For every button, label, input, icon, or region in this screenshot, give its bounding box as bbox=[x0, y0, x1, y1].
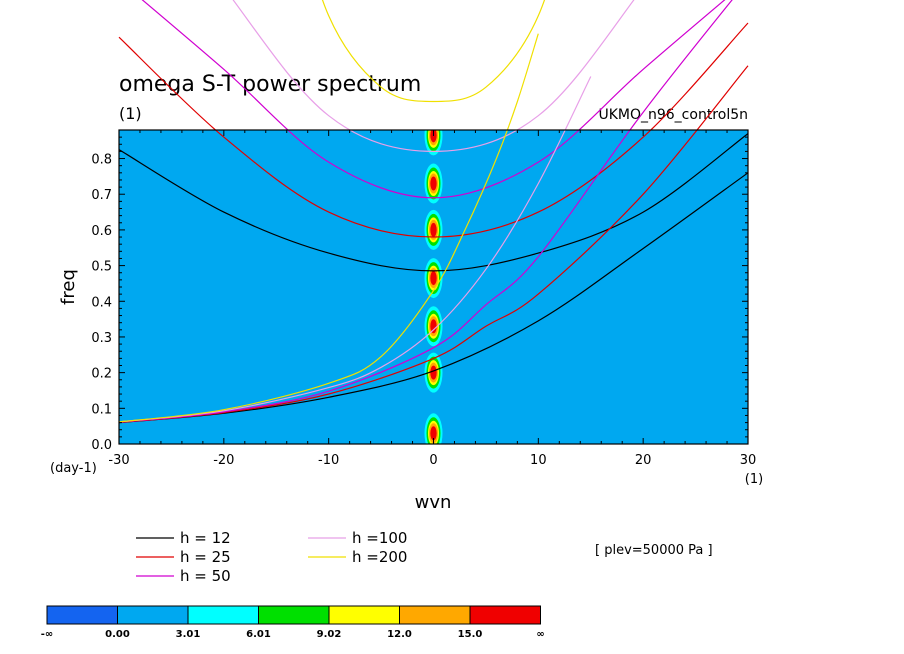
y-tick-label-5: 0.5 bbox=[91, 260, 112, 275]
colorbar-swatch-6 bbox=[469, 605, 541, 625]
legend-item-4: h =200 bbox=[308, 548, 407, 566]
legend-label-1: h = 25 bbox=[180, 548, 231, 566]
spectral-peak-4 bbox=[424, 209, 443, 250]
colorbar-label-1: 0.00 bbox=[105, 629, 130, 640]
y-tick-label-6: 0.6 bbox=[91, 224, 112, 239]
y-tick-label-7: 0.7 bbox=[91, 188, 112, 203]
series-0-kelvin-line bbox=[118, 172, 749, 424]
colorbar-label-6: 15.0 bbox=[458, 629, 483, 640]
y-axis-label: freq bbox=[58, 269, 79, 305]
colorbar-label-2: 3.01 bbox=[176, 629, 201, 640]
legend-item-1: h = 25 bbox=[136, 548, 231, 566]
spectral-peak-5 bbox=[424, 163, 443, 204]
legend-label-4: h =200 bbox=[352, 548, 407, 566]
colorbar-swatch-1 bbox=[117, 605, 189, 625]
colorbar-label-5: 12.0 bbox=[387, 629, 412, 640]
colorbar-swatch-3 bbox=[258, 605, 330, 625]
colorbar-swatch-2 bbox=[187, 605, 259, 625]
colorbar-swatch-5 bbox=[399, 605, 471, 625]
y-tick-label-3: 0.3 bbox=[91, 331, 112, 346]
colorbar-label-0: -∞ bbox=[41, 629, 53, 640]
spectral-peak-1 bbox=[424, 352, 443, 393]
dataset-label: UKMO_n96_control5n bbox=[598, 107, 748, 123]
colorbar-label-4: 9.02 bbox=[317, 629, 342, 640]
series-3-ig-line bbox=[232, 0, 635, 153]
spectral-peak-3 bbox=[424, 258, 443, 299]
legend-label-3: h =100 bbox=[352, 529, 407, 547]
chart-title: omega S-T power spectrum bbox=[119, 72, 421, 97]
colorbar-swatch-0 bbox=[46, 605, 118, 625]
x-tick-label-6: 30 bbox=[740, 453, 757, 468]
series-1-ig-line bbox=[118, 22, 749, 238]
legend-item-0: h = 12 bbox=[136, 529, 231, 547]
colorbar-label-3: 6.01 bbox=[246, 629, 271, 640]
chart-subtitle: (1) bbox=[119, 104, 142, 123]
legend-label-2: h = 50 bbox=[180, 567, 231, 585]
spectral-peak-0 bbox=[424, 413, 443, 444]
y-tick-label-0: 0.0 bbox=[91, 438, 112, 453]
x-tick-label-0: -30 bbox=[108, 453, 129, 468]
series-1-kelvin-line bbox=[118, 65, 749, 424]
axes: -30 -20 -10 0 10 20 30 0.0 0.1 0.2 0.3 0.4 0.5 0.6 0.7… bbox=[91, 130, 756, 468]
y-unit-label: (day-1) bbox=[50, 461, 97, 476]
colorbar: -∞ 0.00 3.01 6.01 9.02 12.0 15.0 ∞ bbox=[41, 605, 545, 640]
x-unit-label: (1) bbox=[745, 472, 763, 487]
y-tick-label-2: 0.2 bbox=[91, 367, 112, 382]
series-2-ig-line bbox=[141, 0, 726, 199]
spectral-peaks bbox=[424, 130, 443, 444]
series-4-kelvin-line bbox=[118, 33, 539, 423]
y-tick-label-8: 0.8 bbox=[91, 153, 112, 168]
colorbar-label-7: ∞ bbox=[536, 629, 544, 640]
series-0-ig-line bbox=[118, 133, 749, 272]
dispersion-curves bbox=[118, 0, 749, 424]
x-tick-label-5: 20 bbox=[635, 453, 652, 468]
y-tick-label-4: 0.4 bbox=[91, 295, 112, 310]
legend-item-3: h =100 bbox=[308, 529, 407, 547]
level-annotation: [ plev=50000 Pa ] bbox=[595, 543, 713, 558]
spectral-peak-6 bbox=[424, 130, 443, 156]
legend-item-2: h = 50 bbox=[136, 567, 231, 585]
legend-label-0: h = 12 bbox=[180, 529, 231, 547]
x-tick-label-1: -20 bbox=[213, 453, 234, 468]
x-tick-label-2: -10 bbox=[318, 453, 339, 468]
colorbar-swatch-4 bbox=[328, 605, 400, 625]
series-2-kelvin-line bbox=[118, 0, 733, 423]
series-3-kelvin-line bbox=[118, 76, 592, 423]
x-axis-label: wvn bbox=[415, 492, 452, 513]
spectral-peak-2 bbox=[424, 306, 443, 347]
y-tick-label-1: 0.1 bbox=[91, 402, 112, 417]
x-tick-label-4: 10 bbox=[530, 453, 547, 468]
series-4-ig-line bbox=[321, 0, 546, 103]
x-tick-label-3: 0 bbox=[429, 453, 437, 468]
